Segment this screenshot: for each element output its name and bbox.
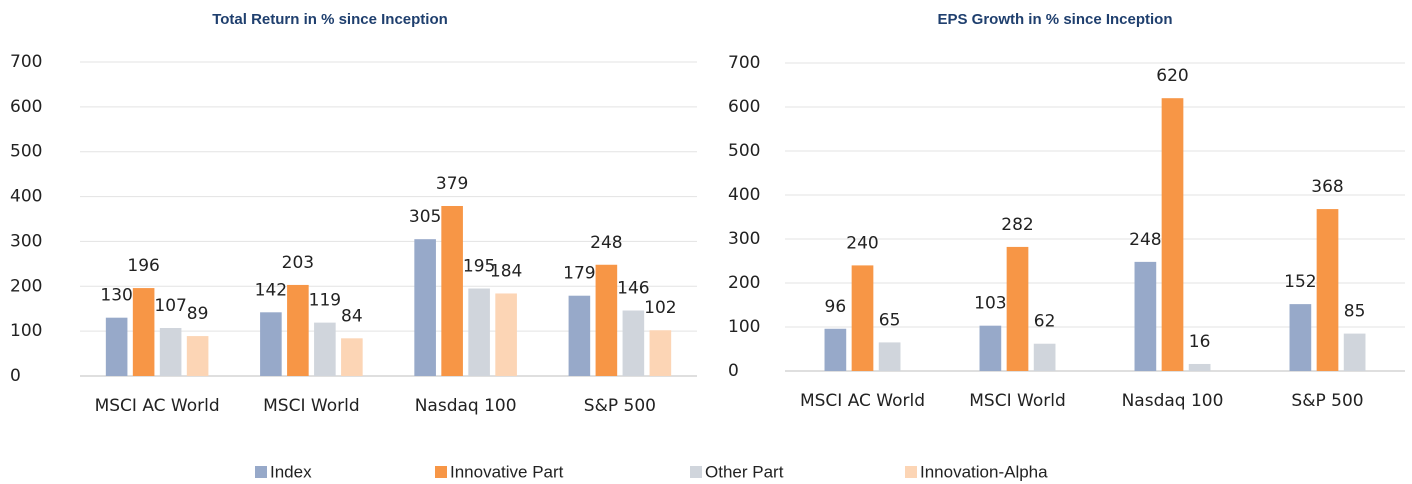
bar xyxy=(824,328,847,371)
y-tick-label: 400 xyxy=(728,185,760,205)
data-label: 146 xyxy=(617,279,649,299)
bar xyxy=(878,342,901,371)
x-tick-label: S&P 500 xyxy=(584,396,656,416)
bar xyxy=(979,325,1002,371)
legend-swatch xyxy=(690,466,702,478)
data-label: 89 xyxy=(187,304,209,324)
y-tick-label: 500 xyxy=(10,142,42,162)
bar xyxy=(1161,98,1184,371)
data-label: 184 xyxy=(490,261,522,281)
bar xyxy=(1188,363,1211,371)
data-label: 240 xyxy=(846,233,878,253)
data-label: 282 xyxy=(1001,215,1033,235)
y-tick-label: 200 xyxy=(728,273,760,293)
legend-label: Innovation-Alpha xyxy=(920,462,1048,481)
data-label: 65 xyxy=(879,310,901,330)
bar xyxy=(468,288,490,376)
y-tick-label: 600 xyxy=(728,97,760,117)
bar xyxy=(105,317,128,376)
legend-swatch xyxy=(255,466,267,478)
y-tick-label: 300 xyxy=(728,229,760,249)
legend-swatch xyxy=(435,466,447,478)
data-label: 142 xyxy=(255,280,287,300)
y-tick-label: 300 xyxy=(10,231,42,251)
legend-label: Index xyxy=(270,462,312,481)
x-tick-label: MSCI AC World xyxy=(800,391,925,411)
data-label: 16 xyxy=(1189,332,1211,352)
data-label: 179 xyxy=(563,264,595,284)
data-label: 85 xyxy=(1344,302,1366,322)
bar xyxy=(649,330,672,376)
bar xyxy=(186,336,209,376)
bar xyxy=(441,205,463,376)
data-label: 620 xyxy=(1156,66,1188,86)
bar xyxy=(341,338,363,376)
data-label: 103 xyxy=(974,294,1006,314)
data-label: 196 xyxy=(127,256,159,276)
legend-label: Other Part xyxy=(705,462,784,481)
bar xyxy=(1033,343,1056,371)
data-label: 248 xyxy=(590,233,622,253)
y-tick-label: 600 xyxy=(10,97,42,117)
y-tick-label: 100 xyxy=(10,321,42,341)
bar xyxy=(287,284,309,376)
y-tick-label: 400 xyxy=(10,187,42,207)
data-label: 62 xyxy=(1034,312,1056,332)
bar xyxy=(622,310,645,376)
bar xyxy=(1343,333,1366,371)
bar xyxy=(1316,209,1339,371)
data-label: 107 xyxy=(154,296,186,316)
bar xyxy=(851,265,874,371)
data-label: 152 xyxy=(1284,272,1316,292)
x-tick-label: MSCI AC World xyxy=(95,396,220,416)
bar xyxy=(132,288,155,376)
x-tick-label: Nasdaq 100 xyxy=(415,396,517,416)
x-tick-label: MSCI World xyxy=(969,391,1065,411)
y-tick-label: 700 xyxy=(10,52,42,72)
data-label: 119 xyxy=(309,291,341,311)
y-tick-label: 500 xyxy=(728,141,760,161)
legend-label: Innovative Part xyxy=(450,462,564,481)
data-label: 203 xyxy=(282,253,314,273)
bar xyxy=(414,239,436,376)
bar xyxy=(314,322,336,376)
bar xyxy=(159,328,182,376)
bar xyxy=(595,264,618,376)
legend-swatch xyxy=(905,466,917,478)
y-tick-label: 100 xyxy=(728,317,760,337)
chart-title: Total Return in % since Inception xyxy=(212,11,448,28)
x-tick-label: Nasdaq 100 xyxy=(1122,391,1224,411)
data-label: 368 xyxy=(1311,177,1343,197)
x-tick-label: S&P 500 xyxy=(1291,391,1363,411)
bar xyxy=(260,312,282,376)
chart-title: EPS Growth in % since Inception xyxy=(937,11,1172,28)
data-label: 130 xyxy=(100,286,132,306)
data-label: 96 xyxy=(825,297,847,317)
bar xyxy=(495,293,517,376)
y-tick-label: 200 xyxy=(10,276,42,296)
data-label: 379 xyxy=(436,174,468,194)
bar xyxy=(568,295,591,376)
data-label: 102 xyxy=(644,298,676,318)
bar xyxy=(1134,261,1157,371)
bar xyxy=(1006,246,1029,371)
data-label: 248 xyxy=(1129,230,1161,250)
data-label: 305 xyxy=(409,207,441,227)
data-label: 84 xyxy=(341,306,363,326)
y-tick-label: 0 xyxy=(728,361,739,381)
data-label: 195 xyxy=(463,257,495,277)
y-tick-label: 0 xyxy=(10,366,21,386)
x-tick-label: MSCI World xyxy=(263,396,359,416)
y-tick-label: 700 xyxy=(728,53,760,73)
bar xyxy=(1289,304,1312,371)
